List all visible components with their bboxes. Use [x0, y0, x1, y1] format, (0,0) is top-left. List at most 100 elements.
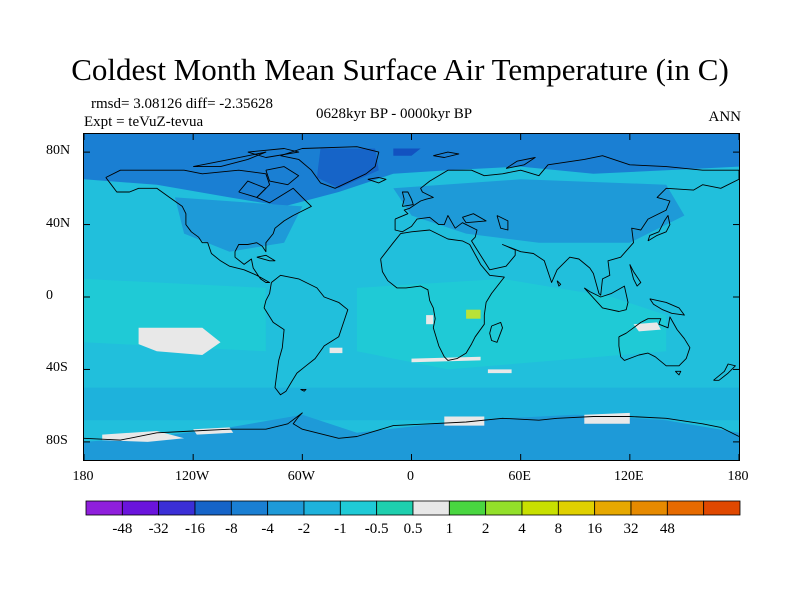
region-east-antarctica-near-zero-2 — [584, 412, 630, 424]
coastline-falklands — [300, 388, 307, 392]
region-south-pacific-near-zero — [138, 327, 221, 355]
colorbar-swatch-11 — [485, 500, 523, 516]
colorbar-swatch-0 — [85, 500, 123, 516]
colorbar-label-0: -48 — [112, 521, 133, 537]
region-north-america-interior — [175, 197, 303, 252]
region-east-africa-warm — [466, 309, 481, 319]
colorbar-swatch-13 — [557, 500, 596, 516]
colorbar-label-2: -16 — [185, 521, 205, 537]
colorbar-swatch-4 — [230, 500, 269, 516]
coastline-sri-lanka — [556, 280, 562, 287]
map-panel — [83, 133, 740, 461]
lon-tick-label-0: 180 — [72, 469, 94, 484]
colorbar-label-15: 48 — [659, 521, 675, 537]
colorbar-swatch-9 — [412, 500, 450, 516]
colorbar-swatch-17 — [703, 500, 741, 516]
coastline-novaya-zemlya — [505, 157, 536, 169]
lat-tick-label-80n: 80N — [46, 143, 71, 159]
region-eurasia-interior — [393, 179, 685, 243]
colorbar-swatch-5 — [267, 500, 305, 516]
region-australia-near-zero — [633, 322, 661, 332]
region-east-antarctica-near-zero — [444, 416, 485, 426]
region-northern-greenland-core — [393, 148, 421, 156]
region-tropical-atlantic-and-indian-belt — [356, 278, 667, 370]
coastline-australia — [618, 316, 691, 367]
lon-tick-label-5: 120E — [614, 469, 644, 484]
region-south-atlantic-small-patch — [329, 347, 343, 354]
coastline-africa — [380, 229, 505, 361]
colorbar — [85, 500, 741, 516]
coastline-british-isles — [401, 191, 414, 207]
time-period-subtitle: 0628kyr BP - 0000kyr BP — [316, 106, 473, 122]
colorbar-swatch-14 — [594, 500, 632, 516]
lon-tick-label-6: 180 — [727, 469, 749, 484]
coastline-cuba — [256, 254, 276, 262]
temperature-map — [84, 134, 739, 460]
colorbar-swatch-3 — [194, 500, 232, 516]
region-tropical-pacific-belt — [84, 278, 266, 352]
colorbar-label-13: 16 — [587, 521, 603, 537]
colorbar-label-5: -2 — [297, 521, 311, 537]
coastline-japan — [647, 215, 671, 242]
colorbar-label-3: -8 — [225, 521, 238, 537]
colorbar-swatch-16 — [666, 500, 705, 516]
region-south-of-africa-streak — [487, 369, 512, 374]
colorbar-label-8: 0.5 — [403, 521, 423, 537]
coastline-greenland — [280, 146, 380, 189]
coastline-sumatra-java-borneo — [583, 285, 629, 312]
coastline-antarctica — [84, 412, 739, 441]
region-greenland-ice-sheet — [316, 148, 379, 189]
coastline-svalbard — [433, 151, 460, 158]
coastline-new-zealand — [713, 363, 736, 381]
rmsd-diff-text: rmsd= 3.08126 diff= -2.35628 — [91, 96, 274, 112]
coastline-hudson-bay — [238, 180, 267, 198]
coastline-madagascar — [489, 321, 503, 343]
coastline-new-guinea — [649, 298, 685, 316]
coastline-caspian-sea — [496, 215, 509, 231]
colorbar-label-14: 32 — [623, 521, 639, 537]
colorbar-swatch-12 — [521, 500, 559, 516]
lat-tick-label-40n: 40N — [46, 215, 71, 231]
lon-tick-label-1: 120W — [175, 469, 210, 484]
lat-tick-label-40s: 40S — [46, 360, 68, 376]
coastline-north-america — [105, 169, 312, 283]
coastline-iceland — [367, 177, 387, 184]
colorbar-label-4: -4 — [261, 521, 274, 537]
coastline-black-sea — [462, 213, 487, 224]
colorbar-swatch-6 — [303, 500, 341, 516]
coastline-europe-asia — [394, 155, 739, 296]
region-southern-ocean-belt — [84, 387, 739, 421]
colorbar-label-1: -32 — [148, 521, 169, 537]
lon-tick-label-4: 60E — [508, 469, 531, 484]
region-east-africa-near-zero — [426, 315, 434, 325]
season-label: ANN — [708, 109, 742, 125]
region-arctic-and-greenland-cooling — [84, 134, 739, 207]
coastline-ellesmere — [247, 148, 300, 158]
colorbar-swatch-2 — [158, 500, 196, 516]
colorbar-label-6: -1 — [334, 521, 347, 537]
colorbar-label-12: 8 — [554, 521, 563, 537]
lon-tick-label-3: 0 — [407, 469, 414, 484]
experiment-label: Expt = teVuZ-tevua — [84, 114, 204, 130]
lon-tick-label-2: 60W — [287, 469, 315, 484]
coastline-tasmania — [674, 370, 682, 376]
lat-tick-label-80s: 80S — [46, 432, 68, 448]
coastline-south-america — [263, 274, 349, 396]
colorbar-label-10: 2 — [481, 521, 490, 537]
colorbar-swatch-15 — [630, 500, 668, 516]
lat-tick-label-0: 0 — [46, 288, 53, 303]
colorbar-label-7: -0.5 — [364, 521, 389, 537]
region-southern-atlantic-streak — [411, 356, 481, 363]
plot-title: Coldest Month Mean Surface Air Temperatu… — [71, 52, 729, 87]
coastline-philippines — [629, 264, 642, 287]
region-antarctica — [84, 414, 739, 460]
colorbar-label-9: 1 — [445, 521, 454, 537]
colorbar-label-11: 4 — [518, 521, 526, 537]
colorbar-swatch-7 — [339, 500, 378, 516]
coastline-canadian-arctic-archipelago — [193, 151, 267, 168]
coastline-baffin-island — [265, 166, 300, 186]
colorbar-swatch-1 — [121, 500, 160, 516]
colorbar-swatch-10 — [448, 500, 487, 516]
region-ross-ice-shelf-near-zero — [102, 431, 185, 442]
colorbar-swatch-8 — [376, 500, 414, 516]
